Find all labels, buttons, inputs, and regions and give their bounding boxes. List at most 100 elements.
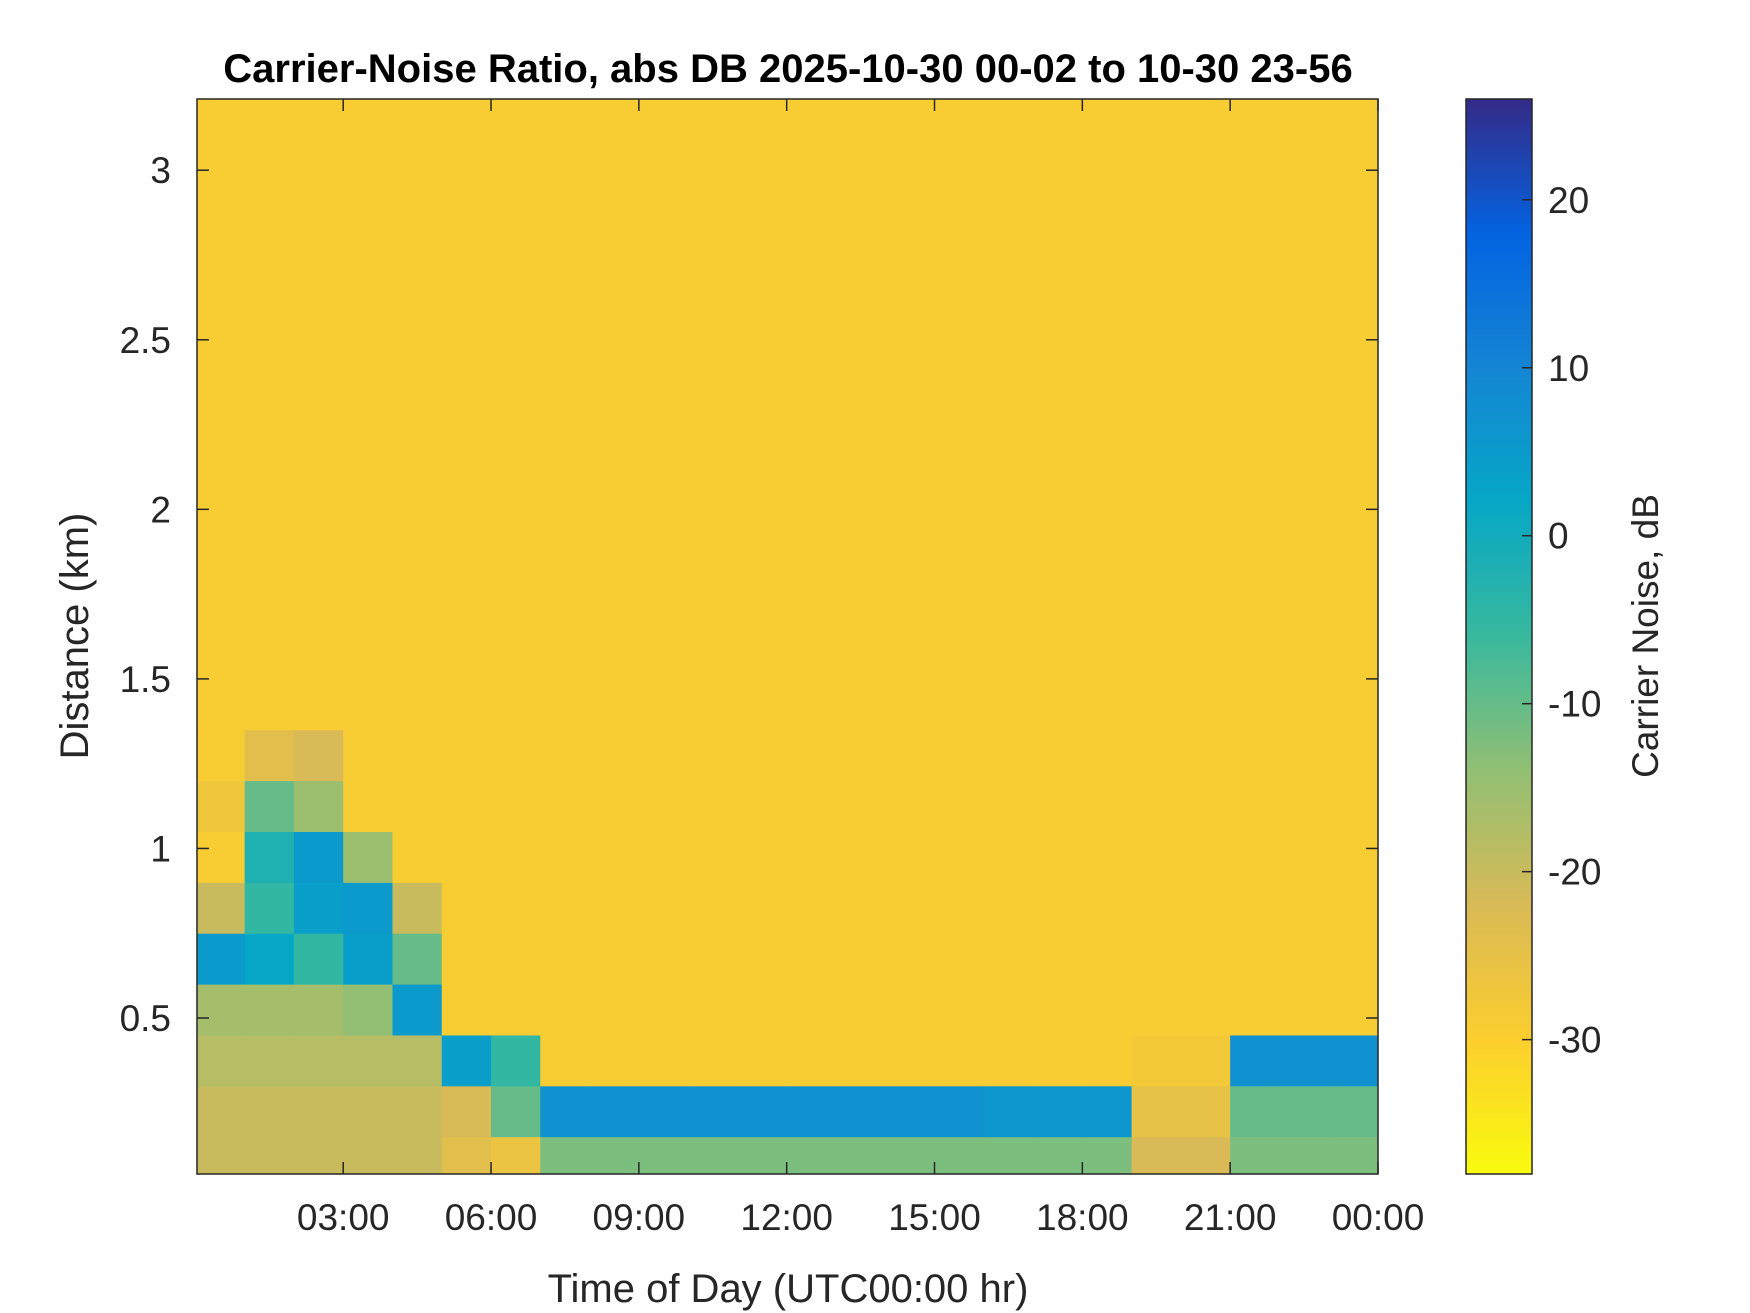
heatmap-cell — [1082, 729, 1133, 782]
heatmap-cell — [1180, 729, 1231, 782]
heatmap-cell — [244, 933, 295, 985]
heatmap-cell — [441, 509, 492, 680]
heatmap-cell — [983, 170, 1034, 341]
heatmap-cell — [540, 933, 591, 985]
heatmap-cell — [1033, 831, 1083, 883]
colorbar — [1465, 98, 1533, 1175]
heatmap-cell — [343, 729, 393, 782]
heatmap-cell — [1279, 678, 1330, 731]
heatmap-cell — [934, 933, 985, 985]
heatmap-cell — [1328, 729, 1379, 782]
heatmap-cell — [1180, 831, 1231, 883]
heatmap-cell — [835, 678, 886, 731]
heatmap-cell — [835, 99, 886, 171]
heatmap-cell — [589, 933, 640, 985]
heatmap-cell — [786, 678, 837, 731]
heatmap-cell — [1328, 1034, 1379, 1087]
heatmap-cell — [392, 1034, 443, 1087]
heatmap-cell — [540, 1085, 591, 1138]
heatmap-cell — [1033, 1085, 1083, 1138]
heatmap-cell — [737, 1034, 788, 1087]
heatmap-cell — [1180, 99, 1231, 171]
heatmap-cell — [638, 780, 689, 832]
heatmap-cell — [589, 984, 640, 1036]
heatmap-cell — [737, 170, 788, 341]
heatmap-cell — [1033, 729, 1083, 782]
heatmap-cell — [786, 933, 837, 985]
heatmap-cell — [589, 678, 640, 731]
heatmap-cell — [1180, 170, 1231, 341]
heatmap-cell — [737, 933, 788, 985]
heatmap-cell — [540, 831, 591, 883]
heatmap-cell — [885, 678, 936, 731]
heatmap-cell — [835, 170, 886, 341]
heatmap-cell — [392, 729, 443, 782]
heatmap-cell — [1230, 1085, 1280, 1138]
heatmap-cell — [638, 1085, 689, 1138]
x-tick-label: 21:00 — [1184, 1197, 1277, 1238]
y-tick-label: 1.5 — [120, 659, 171, 700]
heatmap-cell — [589, 99, 640, 171]
heatmap-cell — [1033, 882, 1083, 934]
heatmap-cell — [835, 933, 886, 985]
heatmap-cell — [934, 1034, 985, 1087]
heatmap-cell — [835, 1136, 886, 1175]
heatmap-cell — [688, 1136, 738, 1175]
heatmap-cell — [1279, 99, 1330, 171]
heatmap-cell — [934, 729, 985, 782]
heatmap-cell — [343, 831, 393, 883]
heatmap-cell — [441, 1085, 492, 1138]
heatmap-cell — [491, 984, 541, 1036]
heatmap-cell — [983, 1034, 1034, 1087]
heatmap-cell — [1131, 678, 1182, 731]
heatmap-cell — [638, 509, 689, 680]
heatmap-cell — [197, 780, 246, 832]
heatmap-cell — [786, 339, 837, 510]
plot-frame — [196, 98, 1379, 1175]
heatmap-cell — [934, 780, 985, 832]
y-tick-label: 2.5 — [120, 320, 171, 361]
heatmap-cell — [737, 99, 788, 171]
heatmap-cell — [540, 780, 591, 832]
heatmap-cell — [293, 509, 344, 680]
heatmap-cell — [540, 729, 591, 782]
heatmap-cell — [589, 509, 640, 680]
colorbar-tick-label: -10 — [1548, 684, 1601, 725]
heatmap-cell — [737, 678, 788, 731]
heatmap-cell — [293, 1136, 344, 1175]
heatmap-cell — [1279, 170, 1330, 341]
heatmap-cell — [1131, 509, 1182, 680]
heatmap-cell — [835, 1034, 886, 1087]
heatmap-cell — [1180, 933, 1231, 985]
heatmap-cell — [737, 509, 788, 680]
heatmap-cell — [737, 882, 788, 934]
heatmap-cell — [293, 729, 344, 782]
heatmap-cell — [885, 1034, 936, 1087]
heatmap-cell — [786, 780, 837, 832]
heatmap-cell — [343, 882, 393, 934]
heatmap-cell — [392, 170, 443, 341]
heatmap-cell — [835, 780, 886, 832]
heatmap-cell — [737, 780, 788, 832]
heatmap-cell — [1328, 882, 1379, 934]
heatmap-cell — [983, 678, 1034, 731]
heatmap-cell — [392, 984, 443, 1036]
heatmap-cell — [786, 1136, 837, 1175]
colorbar-label: Carrier Noise, dB — [1625, 494, 1666, 778]
heatmap-cell — [983, 984, 1034, 1036]
heatmap-cell — [885, 339, 936, 510]
heatmap-cell — [638, 729, 689, 782]
heatmap-cell — [244, 99, 295, 171]
heatmap-cell — [197, 99, 246, 171]
heatmap-cell — [1180, 1034, 1231, 1087]
heatmap-cell — [934, 170, 985, 341]
heatmap-cell — [835, 729, 886, 782]
heatmap-cell — [197, 1034, 246, 1087]
heatmap-cell — [688, 99, 738, 171]
heatmap-cell — [441, 1136, 492, 1175]
heatmap-cell — [1082, 882, 1133, 934]
heatmap-cell — [1131, 1136, 1182, 1175]
y-tick-label: 3 — [150, 150, 171, 191]
heatmap-cell — [934, 99, 985, 171]
x-tick-label: 09:00 — [593, 1197, 686, 1238]
